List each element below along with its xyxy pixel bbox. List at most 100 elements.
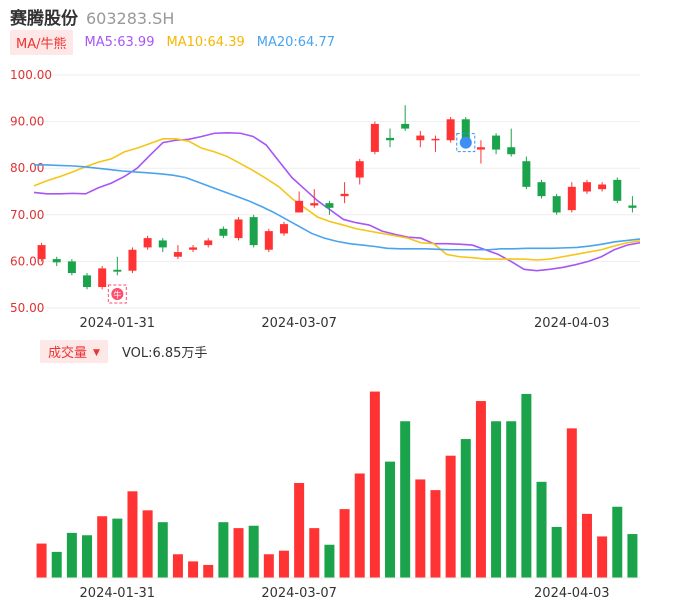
candle-body <box>461 119 470 143</box>
candle <box>128 247 137 274</box>
candle <box>386 128 395 148</box>
volume-bar <box>430 490 441 578</box>
volume-bar <box>400 421 411 578</box>
volume-bar <box>354 473 365 578</box>
candle <box>370 121 379 155</box>
candle-body <box>386 137 395 141</box>
candle-body <box>507 147 516 155</box>
x-tick-label: 2024-04-03 <box>534 316 610 331</box>
volume-bar <box>157 522 168 578</box>
badge-dot <box>459 136 472 149</box>
candle-body <box>249 217 258 246</box>
candle <box>507 128 516 157</box>
candle <box>567 182 576 213</box>
volume-bar <box>248 525 259 578</box>
volume-bar <box>36 543 47 578</box>
volume-bar <box>627 534 638 578</box>
volume-bar <box>536 481 547 578</box>
stock-name: 赛腾股份 <box>10 9 78 29</box>
volume-bar <box>551 526 562 578</box>
candle <box>143 235 152 250</box>
candle <box>431 135 440 152</box>
volume-value: VOL:6.85万手 <box>121 345 208 361</box>
candle <box>401 105 410 131</box>
volume-indicator-select[interactable]: 成交量 ▼ <box>40 339 108 363</box>
x-tick-label: 2024-01-31 <box>80 316 156 331</box>
y-tick-label: 70.00 <box>10 208 44 222</box>
volume-bar <box>581 513 592 578</box>
candle <box>552 193 561 215</box>
bear-badge-icon: 牛 <box>107 284 127 304</box>
candle <box>598 182 607 192</box>
candle-body <box>128 249 137 271</box>
volume-bar <box>369 391 380 578</box>
volume-bar <box>82 535 93 578</box>
candle <box>476 140 485 164</box>
candle <box>279 221 288 236</box>
candle-body <box>67 261 76 274</box>
volume-bar <box>506 421 517 578</box>
x-tick-label: 2024-01-31 <box>80 586 156 601</box>
candle-body <box>83 275 92 288</box>
series-line-ma10 <box>33 138 641 261</box>
candle-body <box>113 269 122 272</box>
volume-bar <box>112 518 123 578</box>
candle-body <box>340 193 349 197</box>
candle <box>310 189 319 208</box>
candle-body <box>295 200 304 213</box>
candle <box>249 214 258 248</box>
volume-bar <box>324 544 335 578</box>
volume-bar <box>203 564 214 578</box>
candle <box>628 196 637 213</box>
volume-bar <box>294 483 305 578</box>
volume-bar <box>263 554 274 578</box>
candle-body <box>355 161 364 178</box>
candle-body <box>537 182 546 197</box>
candle <box>67 259 76 276</box>
ma10-legend: MA10:64.39 <box>166 34 245 50</box>
candle-body <box>552 196 561 213</box>
badge-text: 牛 <box>113 290 121 300</box>
candle-body <box>598 184 607 190</box>
x-tick-label: 2024-03-07 <box>261 586 337 601</box>
volume-bar <box>309 528 320 578</box>
candle <box>355 158 364 185</box>
candle <box>204 238 213 248</box>
volume-bar <box>127 491 138 578</box>
volume-bar <box>66 532 77 578</box>
badge-frame <box>456 133 476 153</box>
candle <box>340 182 349 204</box>
candle <box>234 217 243 241</box>
volume-bar <box>385 461 396 578</box>
volume-bar <box>612 506 623 578</box>
candle <box>613 177 622 204</box>
ma-indicator-toggle[interactable]: MA/牛熊 <box>10 29 73 55</box>
candle <box>537 179 546 199</box>
candle <box>83 273 92 290</box>
candle-body <box>234 219 243 239</box>
candle-body <box>158 240 167 248</box>
candle <box>492 133 501 155</box>
y-tick-label: 100.00 <box>10 68 52 82</box>
volume-bar <box>415 479 426 578</box>
candle <box>98 266 107 290</box>
candle-body <box>567 186 576 211</box>
candle-body <box>446 119 455 141</box>
badge-dot <box>111 288 124 301</box>
y-tick-label: 50.00 <box>10 301 44 315</box>
candle-body <box>37 245 46 260</box>
candle-body <box>279 224 288 234</box>
candle-body <box>189 247 198 250</box>
volume-bar <box>97 516 108 578</box>
volume-bar <box>51 551 62 578</box>
candle-body <box>143 238 152 248</box>
candle-body <box>492 135 501 150</box>
volume-bar <box>475 401 486 578</box>
candle-body <box>416 135 425 141</box>
candle <box>416 130 425 148</box>
candle-body <box>431 138 440 141</box>
volume-bar <box>445 455 456 578</box>
volume-bar <box>188 561 199 578</box>
candle <box>264 228 273 253</box>
volume-bar <box>172 554 183 578</box>
